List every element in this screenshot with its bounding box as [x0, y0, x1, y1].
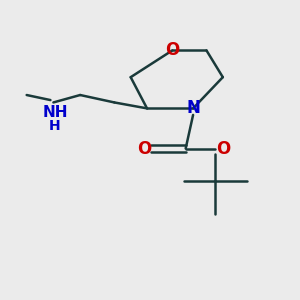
Text: O: O [165, 41, 179, 59]
Text: O: O [216, 140, 230, 158]
Text: H: H [49, 119, 61, 133]
Text: O: O [137, 140, 151, 158]
Text: N: N [186, 99, 200, 117]
Text: NH: NH [42, 105, 68, 120]
